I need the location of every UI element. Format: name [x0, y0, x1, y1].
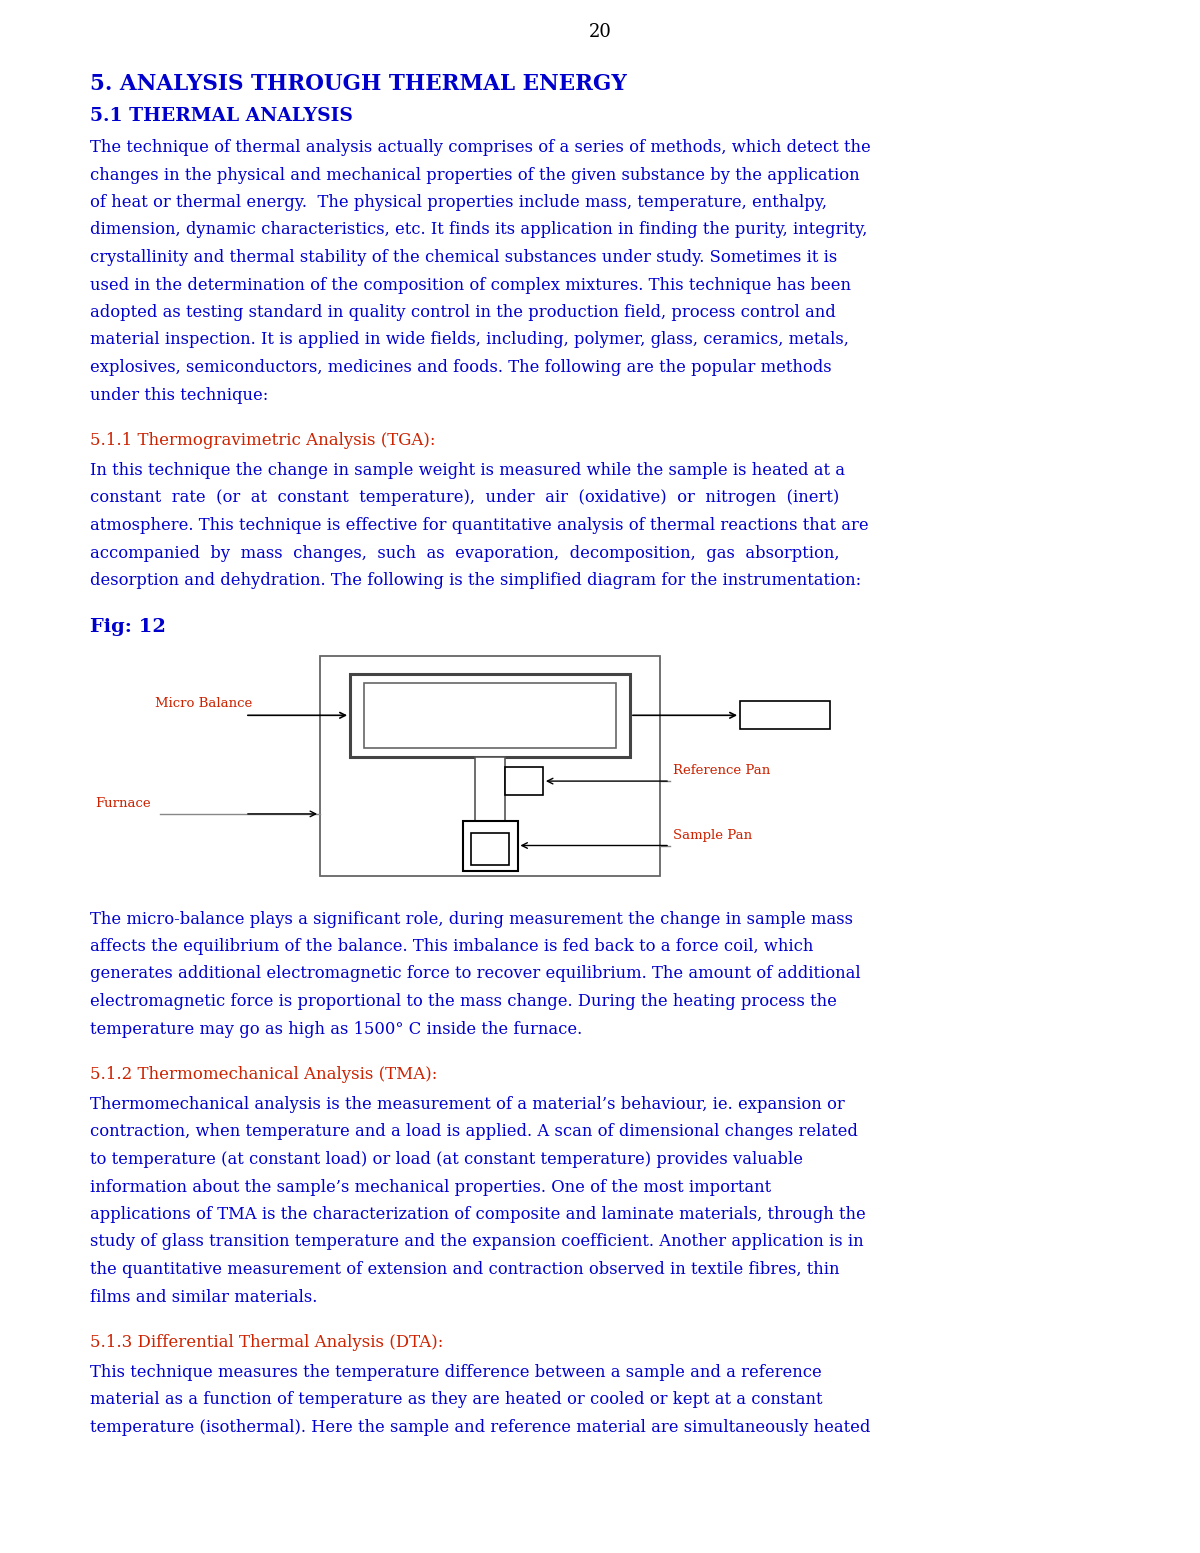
Text: used in the determination of the composition of complex mixtures. This technique: used in the determination of the composi… — [90, 276, 851, 294]
Bar — [350, 674, 630, 758]
Text: study of glass transition temperature and the expansion coefficient. Another app: study of glass transition temperature an… — [90, 1233, 864, 1250]
Text: Thermomechanical analysis is the measurement of a material’s behaviour, ie. expa: Thermomechanical analysis is the measure… — [90, 1096, 845, 1114]
Text: atmosphere. This technique is effective for quantitative analysis of thermal rea: atmosphere. This technique is effective … — [90, 517, 869, 534]
Text: 20: 20 — [588, 23, 612, 40]
Text: the quantitative measurement of extension and contraction observed in textile fi: the quantitative measurement of extensio… — [90, 1261, 840, 1278]
Bar — [470, 832, 509, 865]
Text: dimension, dynamic characteristics, etc. It finds its application in finding the: dimension, dynamic characteristics, etc.… — [90, 222, 868, 239]
Text: changes in the physical and mechanical properties of the given substance by the : changes in the physical and mechanical p… — [90, 166, 859, 183]
Bar — [475, 758, 505, 820]
Text: material as a function of temperature as they are heated or cooled or kept at a : material as a function of temperature as… — [90, 1391, 822, 1409]
Text: In this technique the change in sample weight is measured while the sample is he: In this technique the change in sample w… — [90, 461, 845, 478]
Text: crystallinity and thermal stability of the chemical substances under study. Some: crystallinity and thermal stability of t… — [90, 248, 838, 266]
Text: Sample Pan: Sample Pan — [673, 828, 752, 842]
Text: The technique of thermal analysis actually comprises of a series of methods, whi: The technique of thermal analysis actual… — [90, 140, 871, 155]
Bar — [320, 655, 660, 876]
Text: 5. ANALYSIS THROUGH THERMAL ENERGY: 5. ANALYSIS THROUGH THERMAL ENERGY — [90, 73, 626, 95]
Text: generates additional electromagnetic force to recover equilibrium. The amount of: generates additional electromagnetic for… — [90, 966, 860, 983]
Text: temperature (isothermal). Here the sample and reference material are simultaneou: temperature (isothermal). Here the sampl… — [90, 1419, 870, 1437]
Text: 5.1.3 Differential Thermal Analysis (DTA):: 5.1.3 Differential Thermal Analysis (DTA… — [90, 1334, 443, 1351]
Text: contraction, when temperature and a load is applied. A scan of dimensional chang: contraction, when temperature and a load… — [90, 1123, 858, 1140]
Bar — [462, 820, 517, 871]
Text: 5.1.2 Thermomechanical Analysis (TMA):: 5.1.2 Thermomechanical Analysis (TMA): — [90, 1065, 437, 1082]
Text: Fig: 12: Fig: 12 — [90, 618, 166, 635]
Text: to temperature (at constant load) or load (at constant temperature) provides val: to temperature (at constant load) or loa… — [90, 1151, 803, 1168]
Text: Micro Balance: Micro Balance — [155, 697, 252, 710]
Text: under this technique:: under this technique: — [90, 387, 269, 404]
Text: electromagnetic force is proportional to the mass change. During the heating pro: electromagnetic force is proportional to… — [90, 992, 836, 1009]
Text: films and similar materials.: films and similar materials. — [90, 1289, 317, 1306]
Text: Reference Pan: Reference Pan — [673, 764, 770, 776]
Text: temperature may go as high as 1500° C inside the furnace.: temperature may go as high as 1500° C in… — [90, 1020, 582, 1037]
Text: 5.1 THERMAL ANALYSIS: 5.1 THERMAL ANALYSIS — [90, 107, 353, 124]
Text: accompanied  by  mass  changes,  such  as  evaporation,  decomposition,  gas  ab: accompanied by mass changes, such as eva… — [90, 545, 840, 562]
Text: 5.1.1 Thermogravimetric Analysis (TGA):: 5.1.1 Thermogravimetric Analysis (TGA): — [90, 432, 436, 449]
Text: Recorder: Recorder — [756, 708, 815, 721]
Text: information about the sample’s mechanical properties. One of the most important: information about the sample’s mechanica… — [90, 1179, 772, 1196]
Bar — [505, 767, 542, 795]
Text: This technique measures the temperature difference between a sample and a refere: This technique measures the temperature … — [90, 1364, 822, 1381]
Text: The micro-balance plays a significant role, during measurement the change in sam: The micro-balance plays a significant ro… — [90, 910, 853, 927]
Text: of heat or thermal energy.  The physical properties include mass, temperature, e: of heat or thermal energy. The physical … — [90, 194, 827, 211]
Text: constant  rate  (or  at  constant  temperature),  under  air  (oxidative)  or  n: constant rate (or at constant temperatur… — [90, 489, 839, 506]
Text: desorption and dehydration. The following is the simplified diagram for the inst: desorption and dehydration. The followin… — [90, 572, 862, 589]
Bar — [364, 682, 616, 749]
Text: affects the equilibrium of the balance. This imbalance is fed back to a force co: affects the equilibrium of the balance. … — [90, 938, 814, 955]
Text: adopted as testing standard in quality control in the production field, process : adopted as testing standard in quality c… — [90, 304, 835, 321]
Text: material inspection. It is applied in wide fields, including, polymer, glass, ce: material inspection. It is applied in wi… — [90, 331, 848, 348]
Text: applications of TMA is the characterization of composite and laminate materials,: applications of TMA is the characterizat… — [90, 1207, 865, 1224]
Bar — [740, 702, 830, 730]
Text: Furnace: Furnace — [95, 797, 151, 811]
Text: explosives, semiconductors, medicines and foods. The following are the popular m: explosives, semiconductors, medicines an… — [90, 359, 832, 376]
